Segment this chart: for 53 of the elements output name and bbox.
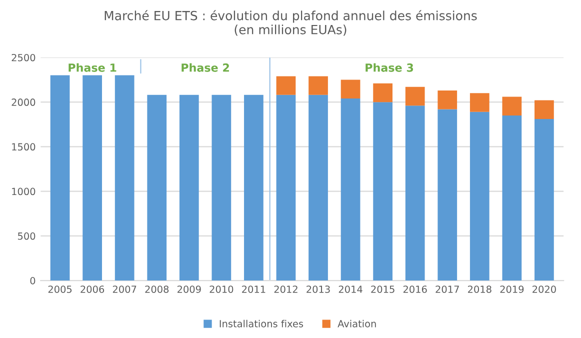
x-tick-label: 2018 bbox=[468, 286, 492, 293]
bar bbox=[405, 86, 425, 106]
legend-label: Installations fixes bbox=[220, 320, 304, 328]
bar bbox=[534, 119, 554, 281]
x-tick-label: 2006 bbox=[80, 286, 104, 293]
y-tick-label: 1000 bbox=[12, 188, 36, 196]
x-tick-label: 2011 bbox=[242, 286, 266, 293]
bar bbox=[373, 102, 392, 281]
bar bbox=[50, 75, 70, 281]
x-tick-label: 2017 bbox=[436, 286, 459, 293]
bar bbox=[308, 76, 328, 95]
bar bbox=[340, 80, 360, 99]
x-tick-label: 2010 bbox=[210, 286, 234, 293]
legend-label: Aviation bbox=[338, 320, 376, 328]
bar bbox=[340, 98, 360, 281]
x-tick-label: 2009 bbox=[177, 286, 201, 293]
bar bbox=[244, 94, 264, 281]
bar bbox=[438, 90, 458, 110]
bar bbox=[179, 94, 199, 281]
bar bbox=[502, 115, 522, 281]
bar bbox=[438, 109, 458, 281]
annotation: Phase 1 bbox=[68, 63, 116, 72]
x-tick-label: 2008 bbox=[145, 286, 169, 293]
chart-title: Marché EU ETS : évolution du plafond annuel des émissions (en millions EUAs) bbox=[104, 10, 477, 36]
y-tick-label: 1500 bbox=[12, 143, 36, 151]
bar bbox=[470, 93, 490, 112]
bar bbox=[308, 94, 328, 281]
x-tick-label: 2016 bbox=[403, 286, 427, 293]
y-tick-label: 2500 bbox=[12, 54, 36, 62]
bar bbox=[470, 112, 490, 281]
bar bbox=[212, 94, 232, 281]
bar bbox=[405, 106, 425, 281]
y-tick-label: 0 bbox=[30, 277, 36, 284]
bar bbox=[276, 94, 296, 281]
bar bbox=[534, 100, 554, 120]
bar bbox=[82, 75, 102, 281]
bar bbox=[147, 94, 167, 281]
y-tick-label: 500 bbox=[18, 232, 36, 240]
bar bbox=[276, 76, 296, 95]
x-tick-label: 2015 bbox=[371, 286, 394, 293]
x-tick-label: 2007 bbox=[112, 286, 136, 293]
bar bbox=[502, 96, 522, 116]
bar bbox=[114, 75, 134, 281]
x-tick-label: 2005 bbox=[48, 286, 72, 293]
x-tick-label: 2020 bbox=[532, 286, 556, 293]
annotation: Phase 2 bbox=[182, 63, 229, 72]
x-tick-label: 2012 bbox=[274, 286, 298, 293]
x-tick-label: 2014 bbox=[338, 286, 362, 293]
x-tick-label: 2013 bbox=[306, 286, 330, 293]
annotation: Phase 3 bbox=[366, 63, 414, 72]
x-tick-label: 2019 bbox=[500, 286, 524, 293]
y-tick-label: 2000 bbox=[12, 98, 36, 106]
bar bbox=[373, 83, 392, 102]
